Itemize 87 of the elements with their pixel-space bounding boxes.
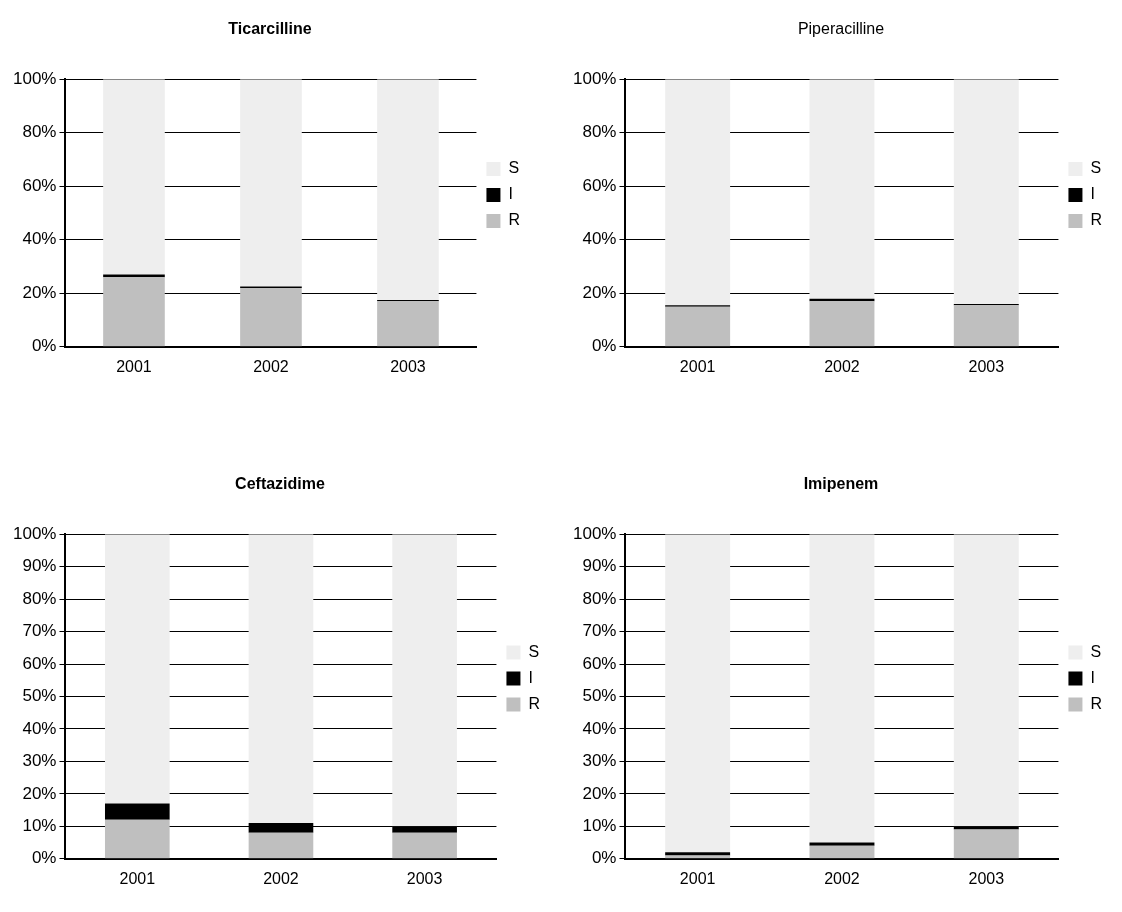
y-tick-label: 50%: [582, 686, 617, 706]
legend-label: R: [1090, 211, 1103, 229]
x-tick-label: 2002: [824, 357, 860, 375]
bar: [953, 305, 1019, 347]
x-tick-label: 2001: [679, 869, 716, 887]
bar: [248, 534, 314, 824]
y-tick-label: 100%: [573, 523, 617, 543]
bar: [809, 79, 875, 299]
chart-title: Ceftazidime: [235, 475, 325, 493]
y-tick-label: 80%: [22, 122, 57, 142]
bar: [392, 832, 457, 859]
y-tick-label: 20%: [22, 783, 57, 803]
x-tick-label: 2002: [824, 869, 860, 887]
y-tick-label: 40%: [22, 718, 57, 738]
y-tick-label: 90%: [582, 556, 617, 576]
chart-title: Ticarcilline: [228, 20, 312, 38]
y-tick-label: 60%: [582, 653, 617, 673]
legend-label: S: [508, 159, 520, 177]
y-tick-label: 90%: [22, 556, 57, 576]
bar: [377, 301, 439, 347]
y-tick-label: 10%: [22, 816, 57, 836]
bar: [392, 534, 457, 827]
bar: [665, 534, 731, 853]
bar: [953, 79, 1019, 304]
x-tick-label: 2002: [263, 869, 299, 887]
x-tick-label: 2003: [406, 869, 443, 887]
y-tick-label: 30%: [582, 751, 617, 771]
y-tick-label: 100%: [573, 68, 617, 88]
x-tick-label: 2001: [116, 357, 152, 375]
bar: [665, 306, 731, 347]
legend-label: I: [1090, 668, 1095, 686]
legend-label: R: [508, 211, 521, 229]
x-tick-label: 2001: [119, 869, 156, 887]
bar: [103, 79, 165, 275]
bar: [248, 832, 314, 859]
x-tick-label: 2003: [390, 357, 426, 375]
chart-title: Piperacilline: [797, 20, 885, 38]
bar: [809, 301, 875, 347]
bar: [953, 829, 1019, 859]
bar: [104, 803, 170, 820]
y-tick-label: 50%: [22, 686, 57, 706]
bar: [377, 79, 439, 300]
y-tick-label: 60%: [22, 175, 57, 195]
bar: [953, 534, 1019, 827]
legend-label: I: [1090, 185, 1095, 203]
y-tick-label: 60%: [582, 175, 617, 195]
y-tick-label: 100%: [13, 68, 57, 88]
legend-label: R: [528, 694, 541, 712]
y-tick-label: 20%: [582, 282, 617, 302]
y-tick-label: 0%: [591, 336, 617, 356]
y-tick-label: 80%: [582, 122, 617, 142]
y-tick-label: 80%: [22, 588, 57, 608]
y-tick-label: 40%: [582, 718, 617, 738]
bar: [240, 287, 302, 347]
y-tick-label: 0%: [591, 848, 617, 868]
y-tick-label: 20%: [582, 783, 617, 803]
y-tick-label: 0%: [31, 848, 57, 868]
bar: [665, 79, 731, 306]
y-tick-label: 30%: [22, 751, 57, 771]
x-tick-label: 2002: [253, 357, 289, 375]
y-tick-label: 60%: [22, 653, 57, 673]
y-tick-label: 40%: [582, 229, 617, 249]
x-tick-label: 2003: [968, 869, 1005, 887]
bar: [103, 277, 165, 347]
legend-label: S: [1090, 642, 1102, 660]
chart-title: Imipenem: [803, 475, 879, 493]
y-tick-label: 80%: [582, 588, 617, 608]
bar: [809, 842, 875, 846]
bar: [809, 534, 875, 843]
y-tick-label: 70%: [582, 621, 617, 641]
legend-label: I: [508, 185, 513, 203]
y-tick-label: 10%: [582, 816, 617, 836]
legend-label: R: [1090, 694, 1103, 712]
bar: [240, 79, 302, 287]
y-tick-label: 100%: [13, 523, 57, 543]
y-tick-label: 70%: [22, 621, 57, 641]
x-tick-label: 2003: [968, 357, 1005, 375]
y-tick-label: 0%: [31, 336, 57, 356]
x-tick-label: 2001: [679, 357, 716, 375]
legend-label: S: [1090, 159, 1102, 177]
legend-label: I: [528, 668, 533, 686]
y-tick-label: 40%: [22, 229, 57, 249]
y-tick-label: 20%: [22, 282, 57, 302]
bar: [104, 819, 170, 859]
bar: [809, 845, 875, 859]
legend-label: S: [528, 642, 540, 660]
bar: [104, 534, 170, 804]
